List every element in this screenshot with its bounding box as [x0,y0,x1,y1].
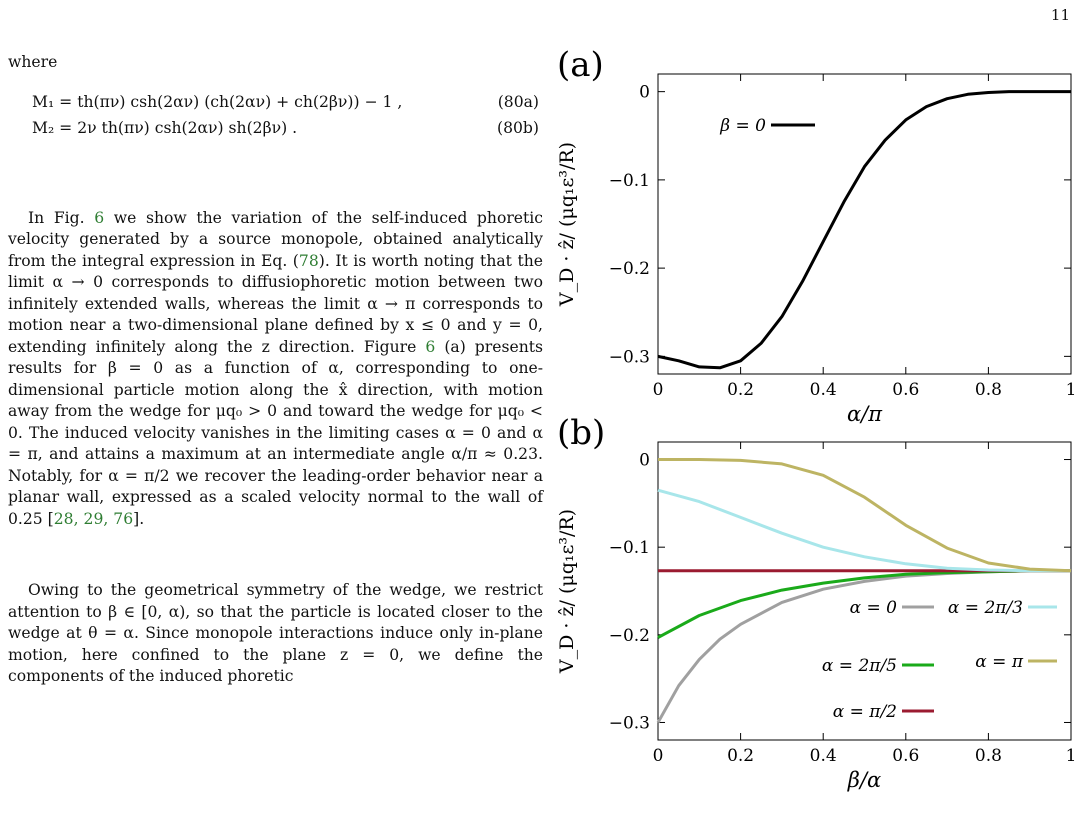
y-tick-label-b: −0.2 [609,626,650,646]
y-tick-label-b: 0 [639,451,650,471]
x-tick-label-a: 0.6 [892,380,919,400]
para1-text-b: we show the variation of the self-induce… [8,208,543,270]
y-axis-label-a: V_D · ẑ/ (μq₁ε³/R) [556,142,578,307]
series-line-b-3 [657,488,1071,573]
page-number: 11 [1050,6,1070,24]
y-tick-label-a: −0.3 [609,347,650,367]
para1-text-a: In Fig. [28,208,95,227]
x-tick-label-b: 0.8 [975,746,1002,766]
x-tick-label-a: 0.4 [810,380,837,400]
series-line-a-0 [657,90,1071,370]
x-tick-label-b: 0.6 [892,746,919,766]
equation-80a: M₁ = th(πν) csh(2αν) (ch(2αν) + ch(2βν))… [32,92,543,116]
paragraph-figure-6: In Fig. 6 we show the variation of the s… [8,208,543,531]
equation-80b: M₂ = 2ν th(πν) csh(2αν) sh(2βν) . (80b) [32,118,543,142]
series-line-b-4 [658,458,1072,573]
left-column: where M₁ = th(πν) csh(2αν) (ch(2αν) + ch… [8,52,543,688]
paragraph-symmetry: Owing to the geometrical symmetry of the… [8,581,543,685]
figure-6-svg: (a)0−0.1−0.2−0.30 0.2 0.4 0.6 0.8 1α/πV_D · ẑ… [556,45,1076,792]
x-tick-label-a: 0.8 [975,380,1002,400]
y-tick-label-a: −0.1 [609,171,650,191]
x-tick-label-a: 0 [653,380,664,400]
legend-label-b-0: α = 0 [850,598,898,618]
equation-80a-tag: (80a) [497,92,539,111]
panel-label-a: (a) [557,45,604,85]
equation-80b-tag: (80b) [497,118,539,137]
x-tick-label-b: 0.4 [810,746,837,766]
plot-frame-b [657,441,1072,741]
x-tick-label-a: 1 [1066,380,1077,400]
where-text: where [8,53,58,71]
reference-links[interactable]: 28, 29, 76 [53,509,134,528]
y-tick-label-b: −0.3 [609,713,650,733]
x-tick-label-b: 1 [1066,746,1077,766]
legend-label-b-3: α = 2π/3 [948,598,1023,618]
legend-label-a-0: β = 0 [719,116,766,136]
para1-text-d: (a) presents results for β = 0 as a func… [8,337,544,528]
equation-78-link[interactable]: 78 [298,251,319,270]
equation-80a-body: M₁ = th(πν) csh(2αν) (ch(2αν) + ch(2βν))… [32,92,403,111]
x-tick-label-b: 0 [653,746,664,766]
y-tick-label-a: 0 [639,83,650,103]
y-tick-label-a: −0.2 [609,259,650,279]
y-tick-label-b: −0.1 [609,538,650,558]
panel-b: (b)0−0.1−0.2−0.30 0.2 0.4 0.6 0.8 1β/αV_D · ẑ… [556,413,1076,792]
legend-label-b-1: α = 2π/5 [822,656,897,676]
x-axis-label-a: α/π [847,402,883,426]
plot-frame-a [657,73,1072,375]
y-axis-label-b: V_D · ẑ/ (μq₁ε³/R) [556,509,578,674]
legend-label-b-4: α = π [975,652,1024,672]
equation-80b-body: M₂ = 2ν th(πν) csh(2αν) sh(2βν) . [32,118,298,137]
para1-text-c: ). It is worth noting that the limit α →… [8,251,543,356]
panel-label-b: (b) [557,413,605,453]
series-line-b-0 [656,569,1071,724]
x-axis-label-b: β/α [847,768,881,792]
para1-text-e: ]. [133,509,145,528]
figure-6-link-2[interactable]: 6 [425,337,436,356]
x-tick-label-a: 0.2 [727,380,754,400]
x-tick-label-b: 0.2 [727,746,754,766]
figure-6-link[interactable]: 6 [94,208,105,227]
panel-a: (a)0−0.1−0.2−0.30 0.2 0.4 0.6 0.8 1α/πV_D · ẑ… [556,45,1076,426]
legend-label-b-2: α = π/2 [833,702,897,722]
figure-6: (a) 0 −0.1 −0.2 −0.3 0 0.2 0.4 0.6 0.8 1 α/π V_D · ẑ… [545,44,1080,814]
